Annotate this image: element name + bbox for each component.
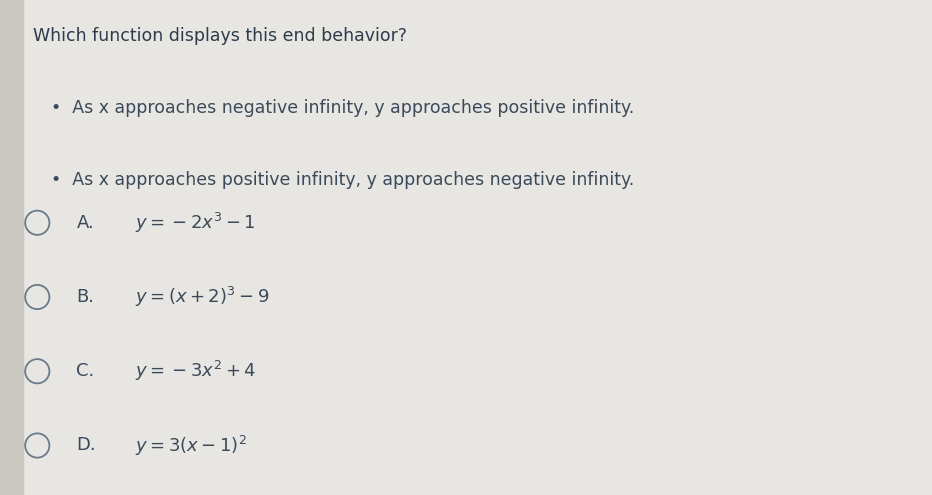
Text: A.: A.: [76, 214, 94, 232]
Text: $y = 3(x - 1)^2$: $y = 3(x - 1)^2$: [135, 434, 247, 457]
Text: C.: C.: [76, 362, 95, 380]
Text: $y = (x + 2)^3 - 9$: $y = (x + 2)^3 - 9$: [135, 285, 269, 309]
Bar: [0, 0, 23, 495]
Text: Which function displays this end behavior?: Which function displays this end behavio…: [33, 27, 406, 45]
Text: $y = -2x^3 - 1$: $y = -2x^3 - 1$: [135, 211, 255, 235]
Text: •  As x approaches positive infinity, y approaches negative infinity.: • As x approaches positive infinity, y a…: [51, 171, 635, 189]
Text: $y = -3x^2 + 4$: $y = -3x^2 + 4$: [135, 359, 256, 383]
Text: B.: B.: [76, 288, 94, 306]
Text: •  As x approaches negative infinity, y approaches positive infinity.: • As x approaches negative infinity, y a…: [51, 99, 635, 117]
Text: D.: D.: [76, 437, 96, 454]
